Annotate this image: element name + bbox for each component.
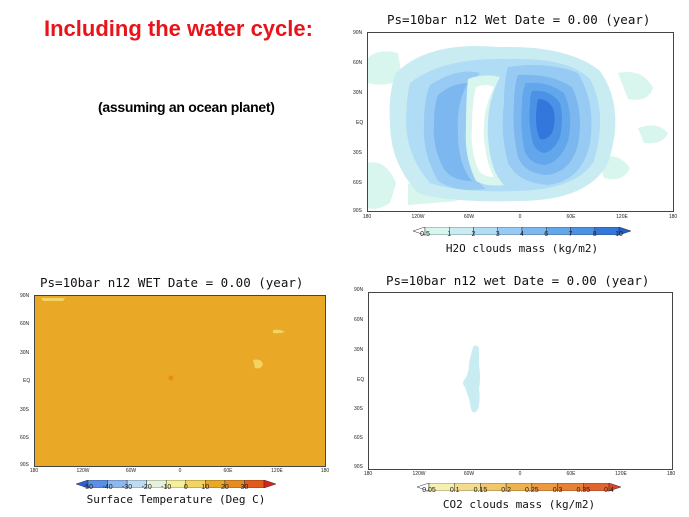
temp-lon-label-0: 0 [178, 468, 182, 474]
co2-colorbar-tick-label: 0.3 [552, 487, 563, 494]
h2o-colorbar-box [546, 226, 571, 236]
co2-colorbar-tick-label: 0.15 [473, 487, 488, 494]
co2-panel-title: Ps=10bar n12 wet Date = 0.00 (year) [386, 273, 650, 288]
temp-colorbar-title: Surface Temperature (Deg C) [86, 493, 266, 506]
h2o-colorbar-tick-label: 3 [495, 231, 500, 238]
h2o-colorbar-title: H2O clouds mass (kg/m2) [445, 242, 599, 255]
temp-lat-label-30s: 30S [20, 407, 29, 413]
h2o-colorbar-tick-label: 8 [592, 231, 597, 238]
temp-lat-label-30n: 30N [20, 350, 30, 356]
h2o-colorbar-high-end [618, 226, 632, 236]
h2o-colorbar-box [497, 226, 523, 236]
co2-lon-label-0: 0 [518, 471, 522, 477]
temp-colorbar-tick-label: -50 [82, 484, 94, 491]
co2-lat-label-30n: 30N [354, 347, 364, 353]
h2o-lat-label-60s: 60S [353, 180, 362, 186]
slide-title: Including the water cycle: [44, 16, 313, 41]
co2-colorbar-title: CO2 clouds mass (kg/m2) [442, 498, 596, 511]
temp-lon-label-120w: 120W [76, 468, 90, 474]
temp-lat-label-90n: 90N [20, 293, 30, 299]
co2-lon-label-180e: 180 [666, 471, 676, 477]
temp-colorbar-tick-label: -30 [122, 484, 133, 491]
h2o-colorbar-tick-label: 4 [520, 231, 524, 238]
temp-colorbar [75, 475, 277, 489]
temp-lon-label-60w: 60W [125, 468, 137, 474]
temp-lat-label-eq: EQ [23, 378, 31, 384]
co2-lat-label-60s: 60S [354, 435, 363, 441]
co2-colorbar [416, 478, 622, 492]
slide-subtitle: (assuming an ocean planet) [98, 99, 275, 115]
temp-colorbar-high-end [263, 479, 277, 489]
temp-colorbar-tick-label: -10 [161, 484, 172, 491]
co2-clouds-map [368, 292, 673, 470]
temp-colorbar-tick-label: -40 [102, 484, 113, 491]
h2o-clouds-map [367, 32, 674, 212]
co2-colorbar-tick-label: 0.25 [525, 487, 539, 494]
temp-colorbar-svg [75, 479, 277, 489]
h2o-lon-label-60e: 60E [566, 214, 576, 220]
temp-colorbar-tick-label: -20 [141, 484, 152, 491]
co2-colorbar-tick-label: 0.2 [501, 487, 512, 494]
temperature-field [35, 296, 325, 466]
temp-colorbar-tick-label: 30 [240, 484, 249, 491]
co2-colorbar-tick-label: 0.05 [422, 487, 436, 494]
h2o-lon-label-0: 0 [518, 214, 522, 220]
co2-lat-label-90n: 90N [354, 287, 364, 293]
co2-colorbar-tick-label: 0.4 [604, 487, 614, 494]
co2-colorbar-high-end [608, 482, 622, 492]
h2o-colorbar-tick-label: 2 [471, 231, 476, 238]
h2o-lat-label-90s: 90S [353, 208, 362, 214]
co2-lon-label-60w: 60W [463, 471, 475, 477]
h2o-colorbar-tick-label: 6 [544, 231, 549, 238]
co2-lon-label-120w: 120W [412, 471, 426, 477]
h2o-lon-label-180e: 180 [668, 214, 678, 220]
temp-lon-label-120e: 120E [271, 468, 283, 474]
co2-colorbar-tick-label: 0.1 [449, 487, 460, 494]
h2o-lon-label-120w: 120W [411, 214, 425, 220]
h2o-colorbar-box [449, 226, 474, 236]
h2o-lon-label-60w: 60W [463, 214, 475, 220]
surface-temperature-panel: Ps=10bar n12 WET Date = 0.00 (year) 90N … [0, 261, 340, 517]
temp-lat-label-60n: 60N [20, 321, 30, 327]
co2-lon-label-120e: 120E [615, 471, 627, 477]
h2o-colorbar-box [473, 226, 498, 236]
h2o-colorbar [412, 222, 632, 236]
temp-lon-label-180w: 180 [29, 468, 39, 474]
temp-panel-title: Ps=10bar n12 WET Date = 0.00 (year) [40, 275, 304, 290]
co2-cloud-field [369, 293, 672, 469]
co2-lon-label-180w: 180 [363, 471, 373, 477]
h2o-colorbar-tick-label: 7 [568, 231, 573, 238]
co2-clouds-panel: Ps=10bar n12 wet Date = 0.00 (year) 90N … [341, 261, 689, 517]
temp-colorbar-tick-label: 0 [183, 484, 188, 491]
co2-colorbar-tick-label: 0.35 [576, 487, 591, 494]
temp-colorbar-tick-label: 10 [201, 484, 210, 491]
temp-lat-label-60s: 60S [20, 435, 29, 441]
h2o-lon-label-120e: 120E [616, 214, 628, 220]
h2o-lat-label-eq: EQ [356, 120, 364, 126]
h2o-lat-label-60n: 60N [353, 60, 363, 66]
h2o-colorbar-tick-label: 0.5 [420, 231, 430, 238]
temp-lon-label-60e: 60E [223, 468, 233, 474]
h2o-cloud-field [368, 33, 673, 211]
co2-lat-label-60n: 60N [354, 317, 364, 323]
h2o-lon-label-180w: 180 [362, 214, 372, 220]
h2o-clouds-panel: Ps=10bar n12 Wet Date = 0.00 (year) [341, 0, 689, 258]
temp-lat-label-90s: 90S [20, 462, 29, 468]
h2o-colorbar-tick-label: 10 [615, 231, 623, 238]
h2o-colorbar-box [570, 226, 595, 236]
h2o-colorbar-tick-label: 1 [447, 231, 452, 238]
h2o-lat-label-30n: 30N [353, 90, 363, 96]
h2o-lat-label-90n: 90N [353, 30, 363, 36]
h2o-panel-title: Ps=10bar n12 Wet Date = 0.00 (year) [387, 12, 651, 27]
co2-lat-label-30s: 30S [354, 406, 363, 412]
co2-lat-label-90s: 90S [354, 464, 363, 470]
surface-temperature-map [34, 295, 326, 467]
h2o-lat-label-30s: 30S [353, 150, 362, 156]
co2-lat-label-eq: EQ [357, 377, 365, 383]
temp-colorbar-tick-label: 20 [220, 484, 229, 491]
h2o-colorbar-box [521, 226, 547, 236]
temp-lon-label-180e: 180 [320, 468, 330, 474]
co2-lon-label-60e: 60E [566, 471, 576, 477]
h2o-colorbar-svg [412, 226, 632, 236]
